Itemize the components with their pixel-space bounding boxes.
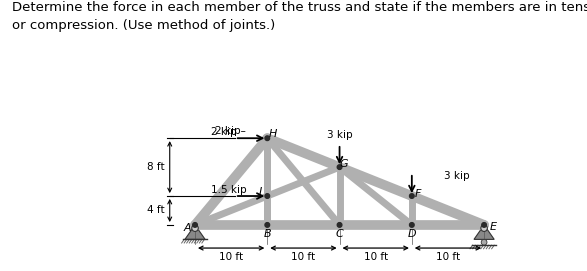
Text: 4 ft: 4 ft bbox=[147, 205, 165, 215]
Text: 10 ft: 10 ft bbox=[363, 252, 388, 262]
Circle shape bbox=[481, 239, 487, 245]
Text: I: I bbox=[259, 188, 262, 197]
Text: 3 kip: 3 kip bbox=[327, 130, 352, 140]
Circle shape bbox=[338, 165, 342, 169]
Text: 2 kip–: 2 kip– bbox=[215, 126, 246, 136]
Text: or compression. (Use method of joints.): or compression. (Use method of joints.) bbox=[12, 19, 275, 32]
Circle shape bbox=[193, 222, 197, 227]
Circle shape bbox=[265, 222, 269, 227]
Polygon shape bbox=[474, 225, 494, 239]
Text: 10 ft: 10 ft bbox=[436, 252, 460, 262]
Text: D: D bbox=[407, 229, 416, 238]
Circle shape bbox=[265, 194, 269, 198]
Circle shape bbox=[410, 222, 414, 227]
Polygon shape bbox=[185, 225, 205, 239]
Text: 10 ft: 10 ft bbox=[291, 252, 315, 262]
Circle shape bbox=[192, 225, 198, 231]
Text: C: C bbox=[336, 229, 343, 238]
Circle shape bbox=[481, 225, 487, 231]
Text: E: E bbox=[490, 222, 497, 232]
Text: 8 ft: 8 ft bbox=[147, 162, 165, 172]
Text: 10 ft: 10 ft bbox=[219, 252, 243, 262]
Text: A: A bbox=[183, 223, 191, 233]
Text: B: B bbox=[264, 229, 271, 238]
Circle shape bbox=[410, 194, 414, 198]
Text: 3 kip: 3 kip bbox=[444, 171, 470, 181]
Text: Determine the force in each member of the truss and state if the members are in : Determine the force in each member of th… bbox=[12, 1, 587, 14]
Circle shape bbox=[338, 222, 342, 227]
Text: 2 kip: 2 kip bbox=[211, 127, 237, 137]
Text: F: F bbox=[414, 189, 421, 199]
Circle shape bbox=[265, 136, 269, 141]
Text: H: H bbox=[269, 129, 277, 139]
Text: 1.5 kip: 1.5 kip bbox=[211, 185, 247, 195]
Text: G: G bbox=[340, 159, 348, 169]
Circle shape bbox=[482, 222, 487, 227]
